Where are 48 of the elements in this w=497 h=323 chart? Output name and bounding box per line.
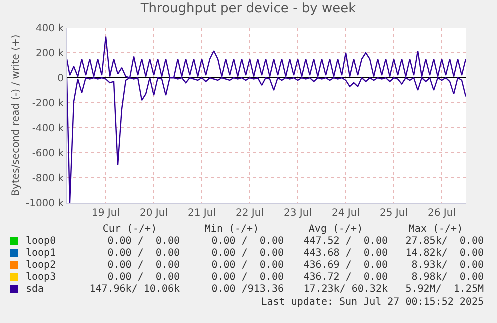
y-tick-label: 200 k [36,48,64,60]
x-tick-label: 24 Jul [332,208,360,219]
text: 436.69 / 0.00 [302,260,388,272]
y-tick-label: 400 k [36,24,64,34]
text: 436.72 / 0.00 [302,272,388,284]
chart-title: Throughput per device - by week [140,1,357,16]
y-tick-label: -1000 k [26,198,64,210]
text: 0.00 / 0.00 [210,248,284,260]
x-tick-label: 23 Jul [284,208,312,219]
text: 0.00 / 0.00 [210,272,284,284]
x-tick-label: 20 Jul [140,208,168,219]
x-tick-label: 19 Jul [92,208,120,219]
text: 447.52 / 0.00 [302,236,388,248]
text: 8.98k/ 0.00 [410,272,484,284]
text: 0.00 / 0.00 [210,236,284,248]
text: Last update: Sun Jul 27 00:15:52 2025 [260,297,485,308]
text: 0.00 / 0.00 [210,260,284,272]
y-tick-label: -400 k [32,124,64,134]
x-tick-label: 22 Jul [236,208,264,219]
text: 17.23k/ 60.32k [302,284,388,296]
legend-label: loop1 [25,248,58,260]
text: 0.00 / 0.00 [106,272,180,284]
text: 0.00 / 0.00 [106,260,180,272]
legend-label: sda [25,284,46,296]
legend-label: loop0 [25,236,58,248]
y-tick-label: -800 k [32,174,64,184]
text: Min (-/+) [204,224,260,236]
text: 0.00 / 0.00 [106,236,180,248]
text: 443.68 / 0.00 [302,248,388,260]
text: 8.93k/ 0.00 [410,260,484,272]
x-tick-label: 25 Jul [380,208,408,219]
legend-label: loop2 [25,260,58,272]
text: 147.96k/ 10.06k [88,284,180,296]
legend-label: loop3 [25,272,58,284]
text: 0.00 /913.36 [210,284,284,296]
text: Cur (-/+) [102,224,158,236]
y-tick-label: -200 k [32,98,64,110]
x-tick-label: 26 Jul [428,208,456,219]
x-tick-label: 21 Jul [188,208,216,219]
text: 5.92M/ 1.25M [404,284,484,296]
text: Avg (-/+) [308,224,364,236]
text: Max (-/+) [408,224,464,236]
text: 0.00 / 0.00 [106,248,180,260]
text: 27.85k/ 0.00 [404,236,484,248]
y-axis-title: Bytes/second read (-) / write (+) [10,34,22,196]
y-tick-label: 0 [58,74,64,84]
y-tick-label: -600 k [32,148,64,160]
text: 14.82k/ 0.00 [404,248,484,260]
